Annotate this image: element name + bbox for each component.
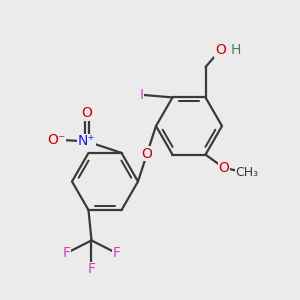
Text: CH₃: CH₃ [235, 166, 258, 179]
Text: I: I [139, 88, 143, 102]
Text: F: F [63, 246, 71, 260]
Text: O: O [218, 161, 229, 175]
Text: O: O [142, 147, 152, 161]
Text: H: H [231, 43, 242, 57]
Text: F: F [112, 246, 120, 260]
Text: O: O [81, 106, 92, 120]
Text: O: O [215, 43, 226, 57]
Text: O⁻: O⁻ [47, 133, 66, 147]
Text: F: F [88, 262, 95, 277]
Text: N⁺: N⁺ [78, 134, 96, 148]
